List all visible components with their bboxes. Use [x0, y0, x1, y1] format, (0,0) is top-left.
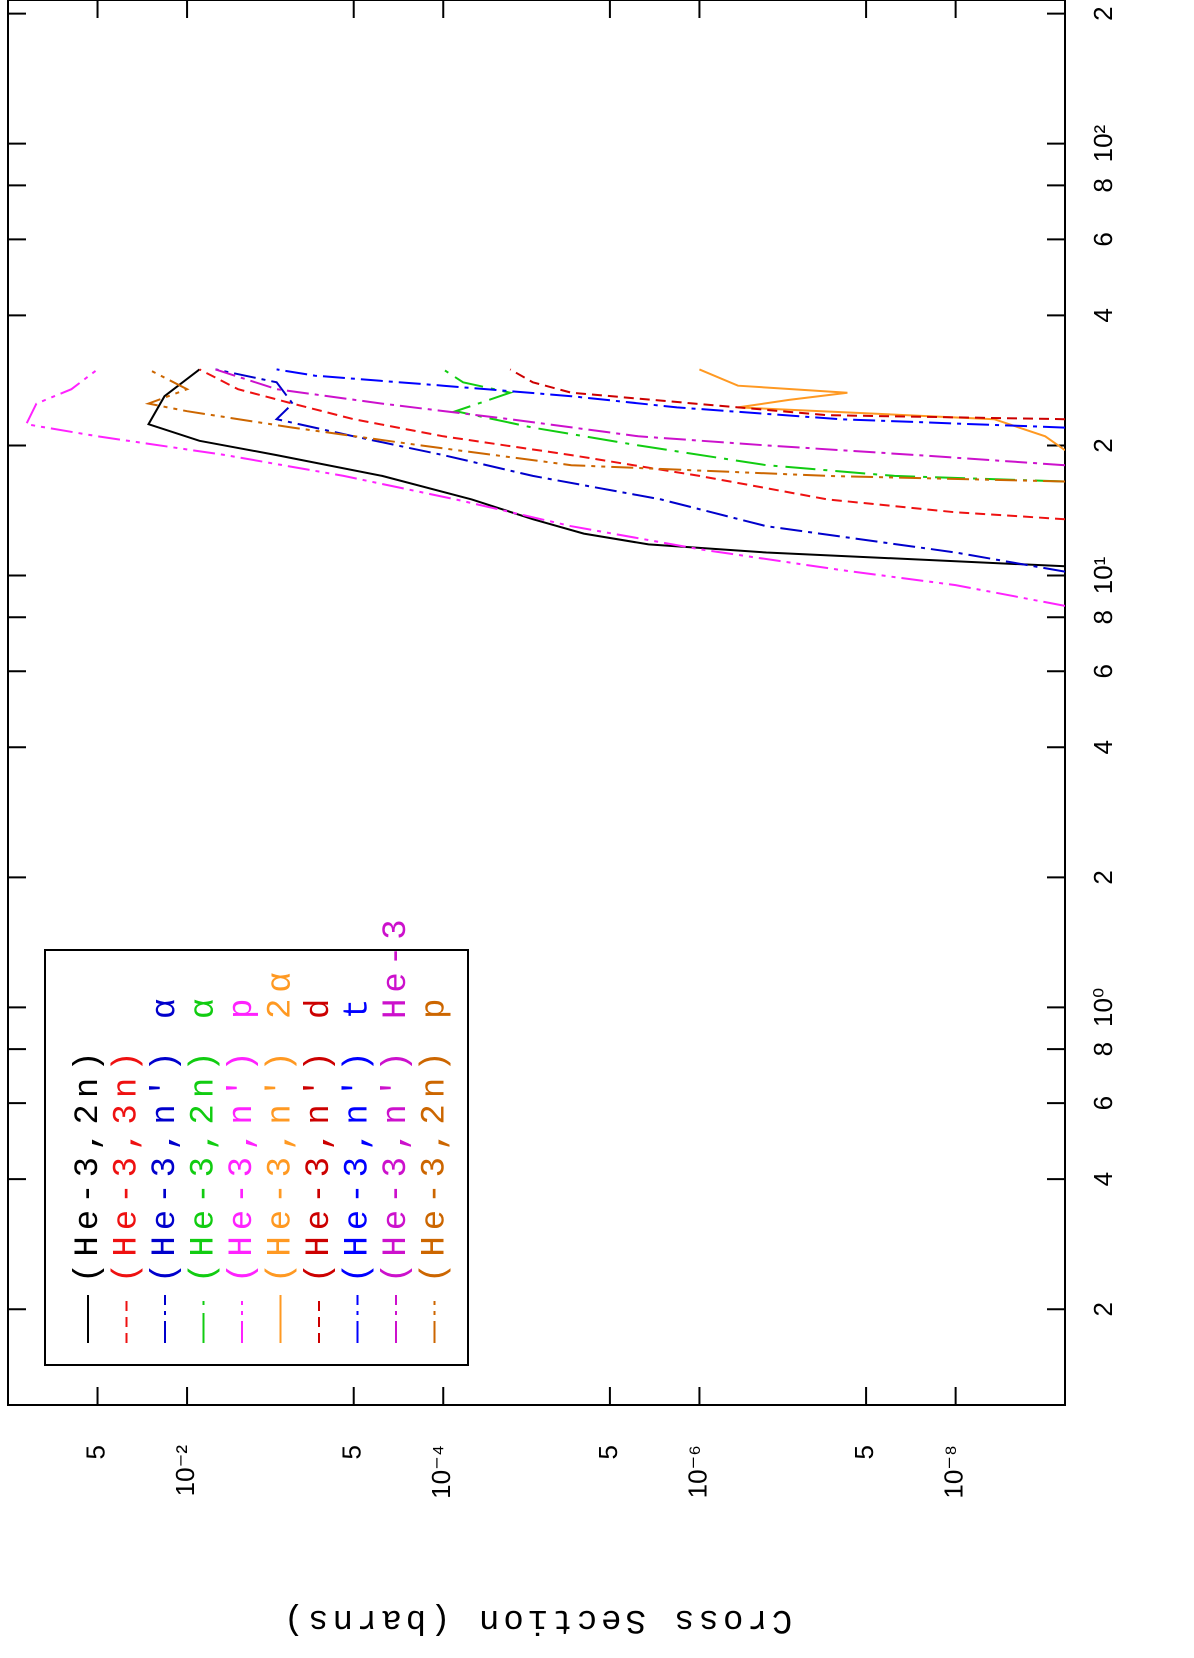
y-tick-label: 5 [849, 1445, 879, 1459]
x-tick-label: 8 [1088, 178, 1118, 192]
series-line [215, 368, 1065, 467]
series-line [276, 368, 1065, 429]
x-tick-label: 8 [1088, 1042, 1118, 1056]
y-tick-label: 10⁻² [170, 1445, 200, 1497]
y-tick-label: 5 [337, 1445, 367, 1459]
legend-label: (He-3,2n) p [416, 993, 454, 1283]
legend-frame [44, 949, 469, 1366]
series-line [509, 368, 1065, 421]
legend-label: (He-3,n') α [147, 993, 185, 1283]
legend: (He-3,2n) (He-3,3n) (He-3,n') α (He-3,2n) α… [44, 913, 469, 1366]
series-line [24, 368, 1065, 607]
x-tick-label: 4 [1088, 308, 1118, 322]
series-line [144, 368, 1065, 483]
series-line [699, 368, 1065, 452]
legend-label: (He-3,3n) [108, 1045, 146, 1283]
legend-label: (He-3,n') p [224, 993, 262, 1283]
y-tick-label: 10⁻⁸ [938, 1445, 968, 1499]
legend-label: (He-3,2n) [70, 1045, 108, 1283]
x-tick-label: 2 [1088, 870, 1118, 884]
plot-frame [7, 0, 1066, 1406]
series-group [24, 368, 1065, 607]
y-axis-label: Cross Section (barns) [280, 1600, 792, 1638]
series-line [199, 368, 1065, 521]
legend-label: (He-3,n') 2α [262, 966, 300, 1283]
plot-area: Cross Section (barns) 2 4 6 8 10⁰ 2 4 6 8 10¹ 2 4 6 8… [7, 0, 1118, 1638]
legend-label: (He-3,n') t [339, 993, 377, 1283]
x-tick-label: 8 [1088, 610, 1118, 624]
y-tick-label: 5 [593, 1445, 623, 1459]
x-tick-label: 10⁰ [1088, 988, 1118, 1027]
y-tick-label: 10⁻⁶ [682, 1445, 712, 1498]
series-line [147, 368, 1065, 568]
y-tick-label: 10⁻⁴ [426, 1445, 456, 1499]
series-line [215, 368, 1065, 573]
x-tick-label: 2 [1088, 1302, 1118, 1316]
legend-label: (He-3,n') He-3 [378, 913, 416, 1283]
x-tick-label: 10² [1088, 124, 1118, 162]
x-tick-label: 10¹ [1088, 556, 1118, 594]
y-tick-label: 5 [80, 1445, 110, 1459]
x-tick-label: 2 [1088, 6, 1118, 20]
x-tick-label: 2 [1088, 438, 1118, 452]
x-tick-label: 4 [1088, 740, 1118, 754]
x-tick-label: 6 [1088, 664, 1118, 678]
legend-label: (He-3,n') d [301, 993, 339, 1283]
legend-label: (He-3,2n) α [185, 993, 223, 1283]
x-tick-label: 4 [1088, 1172, 1118, 1186]
x-tick-label: 6 [1088, 232, 1118, 246]
series-line [442, 368, 1065, 483]
x-tick-label: 6 [1088, 1096, 1118, 1110]
